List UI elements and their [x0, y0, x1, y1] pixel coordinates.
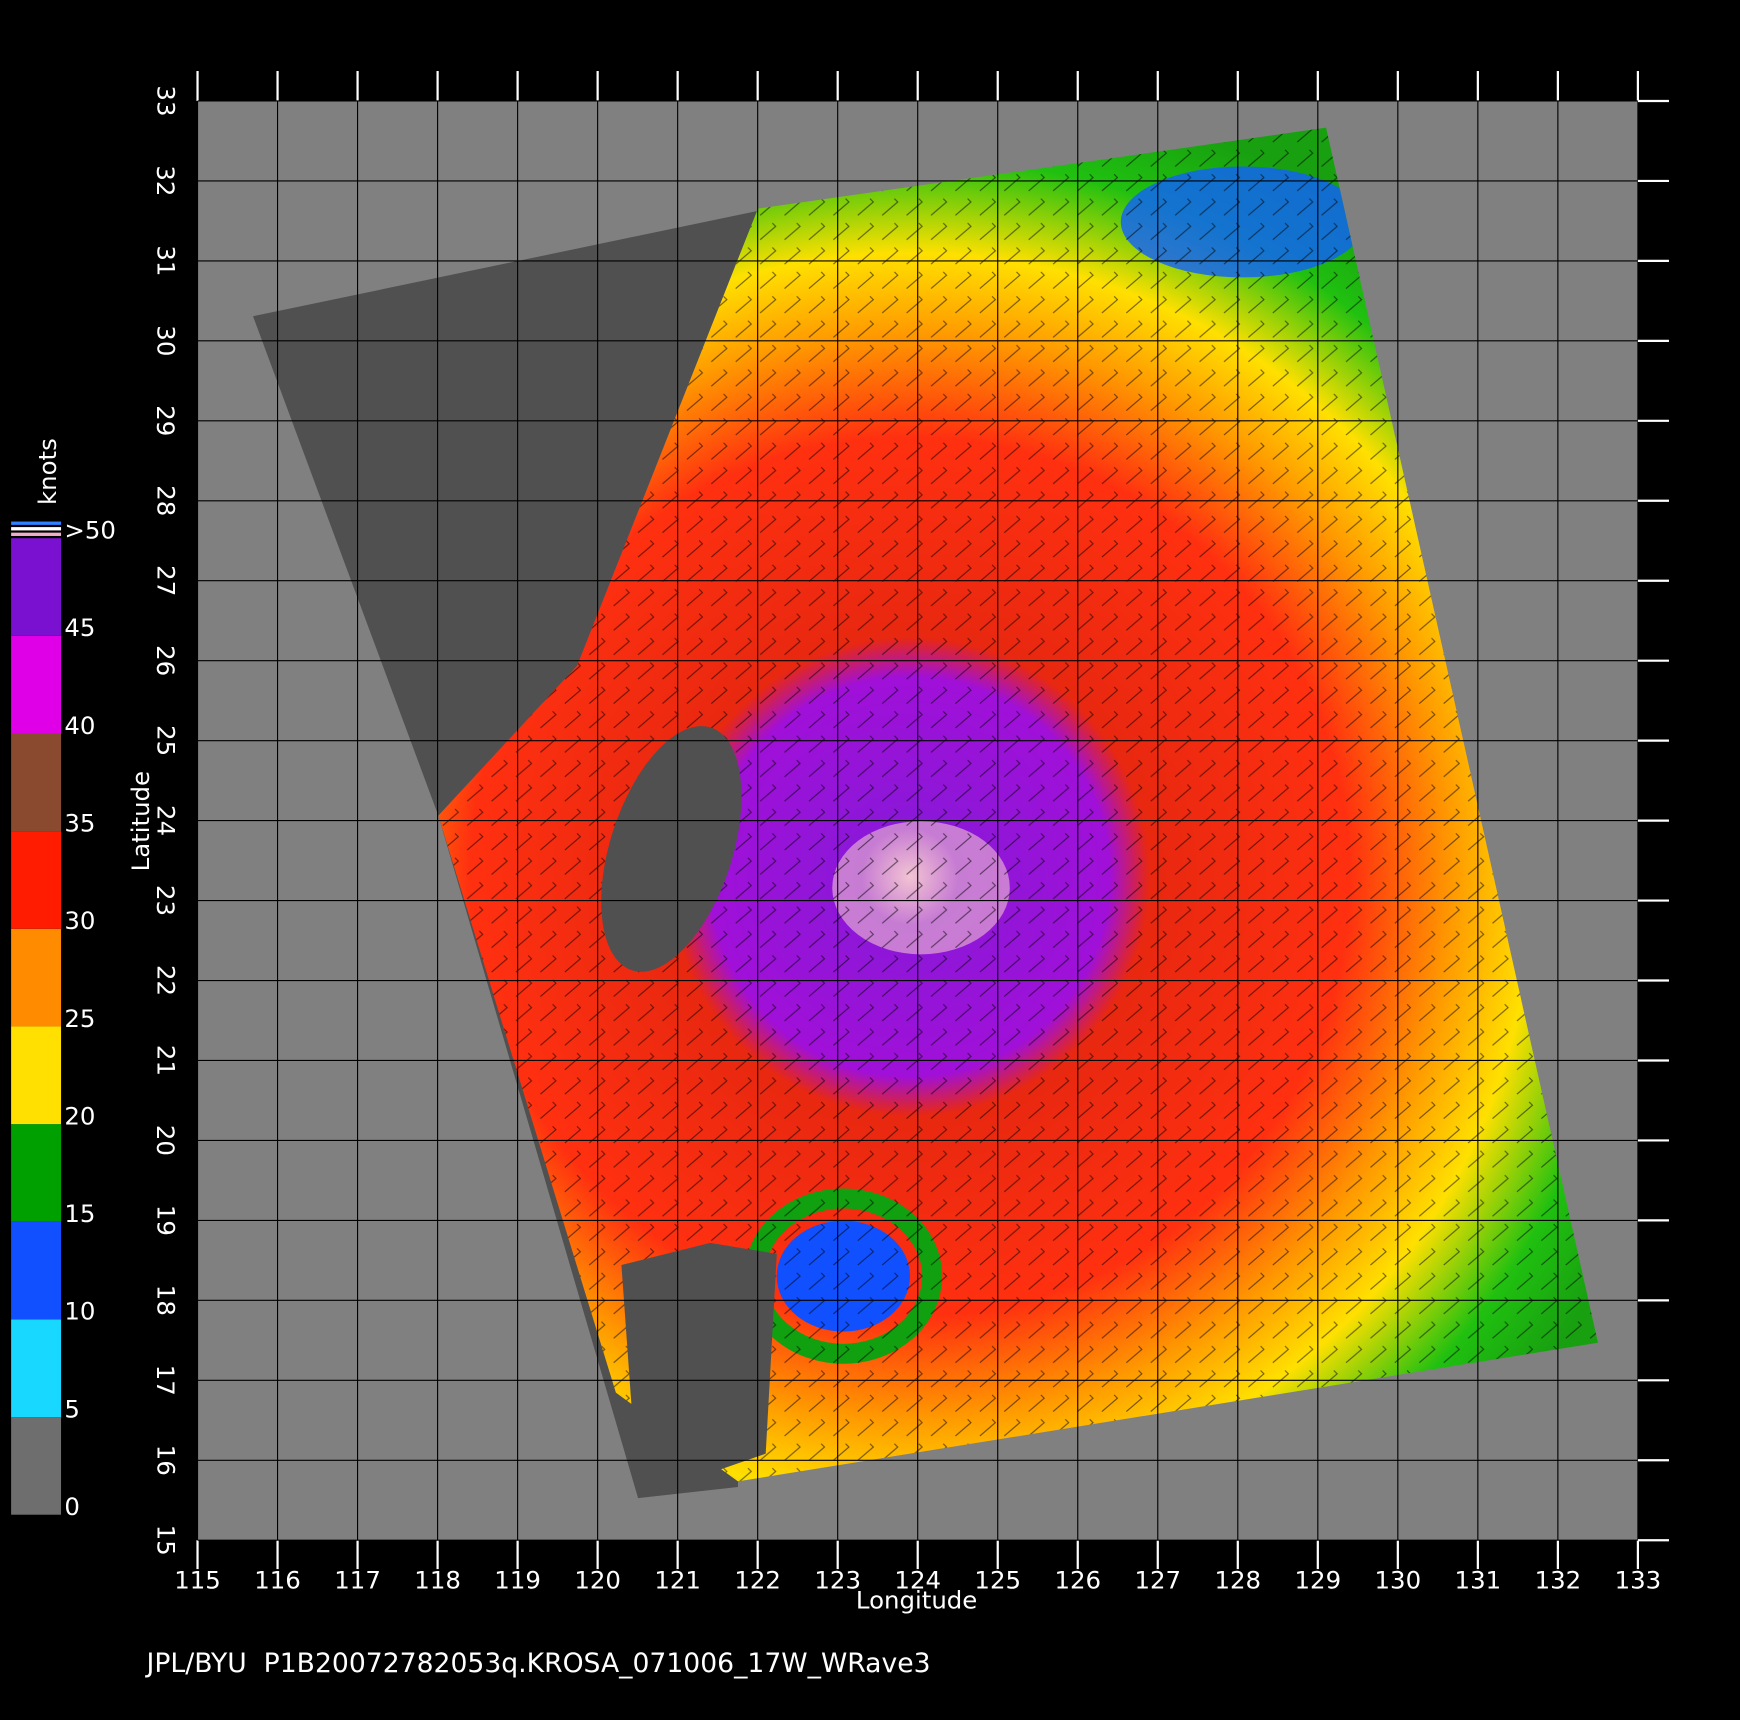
x-tick-label: 123: [814, 1565, 861, 1594]
colorbar-tick-label: 20: [64, 1101, 95, 1130]
colorbar-band: [11, 538, 62, 636]
x-tick-label: 128: [1214, 1565, 1261, 1594]
y-tick-label: 16: [151, 1445, 180, 1476]
x-tick-label: 125: [974, 1565, 1021, 1594]
colorbar-tick-label: 35: [64, 808, 95, 837]
x-axis-label: Longitude: [856, 1585, 977, 1614]
taiwan: [601, 726, 742, 972]
y-tick-label: 28: [151, 485, 180, 516]
y-tick-label: 19: [151, 1205, 180, 1236]
y-tick-label: 29: [151, 405, 180, 436]
colorbar-tick-label: 25: [64, 1004, 95, 1033]
colorbar-band: [11, 1417, 62, 1515]
x-tick-label: 115: [174, 1565, 221, 1594]
colorbar-stripe: [11, 521, 62, 525]
x-tick-label: 126: [1054, 1565, 1101, 1594]
y-tick-label: 21: [151, 1045, 180, 1076]
colorbar-tick-label: 10: [64, 1297, 95, 1326]
x-tick-label: 130: [1375, 1565, 1422, 1594]
colorbar-band: [11, 1319, 62, 1418]
x-tick-label: 127: [1134, 1565, 1181, 1594]
x-tick-label: 124: [894, 1565, 941, 1594]
colorbar-band: [11, 733, 62, 832]
colorbar-stripe: [11, 527, 62, 531]
y-tick-label: 31: [151, 245, 180, 276]
y-tick-label: 22: [151, 965, 180, 996]
x-tick-label: 116: [254, 1565, 301, 1594]
colorbar-tick-label: 0: [64, 1492, 80, 1521]
x-tick-label: 131: [1455, 1565, 1502, 1594]
y-tick-label: 17: [151, 1365, 180, 1396]
y-tick-label: 27: [151, 565, 180, 596]
colorbar-band: [11, 831, 62, 929]
colorbar-band: [11, 928, 62, 1027]
y-tick-label: 26: [151, 645, 180, 676]
colorbar-band: [11, 635, 62, 734]
x-tick-label: 132: [1535, 1565, 1582, 1594]
colorbar-label: knots: [33, 438, 62, 505]
luzon: [621, 1242, 777, 1499]
x-tick-label: 118: [414, 1565, 461, 1594]
colorbar-tick-label: 5: [64, 1394, 80, 1423]
colorbar-tick-label: 40: [64, 711, 95, 740]
x-tick-label: 121: [654, 1565, 701, 1594]
y-axis-label: Latitude: [126, 771, 155, 871]
x-tick-label: 122: [734, 1565, 781, 1594]
y-tick-label: 32: [151, 165, 180, 196]
colorbar-band: [11, 1221, 62, 1320]
y-tick-label: 20: [151, 1125, 180, 1156]
x-tick-label: 133: [1615, 1565, 1662, 1594]
colorbar-tick-label: 30: [64, 906, 95, 935]
x-tick-label: 119: [494, 1565, 541, 1594]
colorbar-band: [11, 1026, 62, 1125]
y-tick-label: 33: [151, 85, 180, 116]
y-tick-label: 15: [151, 1525, 180, 1556]
colorbar-band: [11, 1124, 62, 1222]
footer: JPL/BYU P1B20072782053q.KROSA_071006_17W…: [144, 1648, 930, 1679]
colorbar-tick-label: 45: [64, 613, 95, 642]
y-tick-label: 23: [151, 885, 180, 916]
colorbar-tick-label: 15: [64, 1199, 95, 1228]
x-tick-label: 120: [574, 1565, 621, 1594]
x-tick-label: 117: [334, 1565, 381, 1594]
x-tick-label: 129: [1295, 1565, 1342, 1594]
y-tick-label: 24: [151, 805, 180, 836]
colorbar-tick-label: >50: [64, 516, 116, 545]
y-tick-label: 25: [151, 725, 180, 756]
y-tick-label: 18: [151, 1285, 180, 1316]
colorbar-stripe: [11, 532, 62, 536]
y-tick-label: 30: [151, 325, 180, 356]
